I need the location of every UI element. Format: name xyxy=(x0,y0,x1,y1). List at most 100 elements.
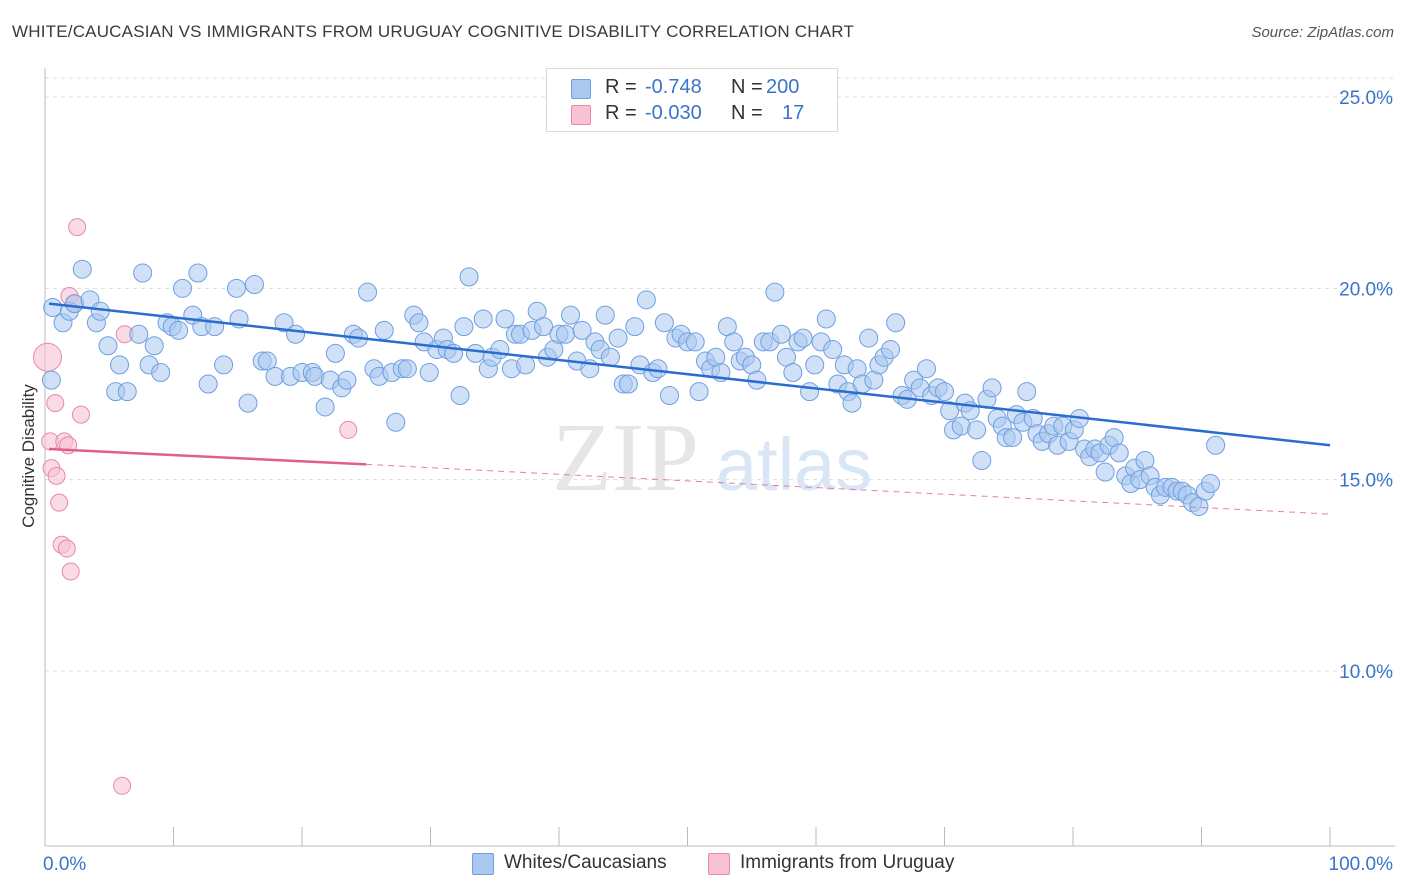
whites-point xyxy=(1200,473,1220,493)
whites-point xyxy=(600,347,620,367)
immigrants-uruguay-points xyxy=(33,218,358,795)
whites-point xyxy=(842,393,862,413)
whites-point xyxy=(685,332,705,352)
y-tick-label: 15.0% xyxy=(1339,471,1393,492)
chart-title: WHITE/CAUCASIAN VS IMMIGRANTS FROM URUGU… xyxy=(12,22,855,41)
whites-point xyxy=(337,370,357,390)
legend-swatch-pink xyxy=(708,853,730,875)
uruguay-point xyxy=(50,493,69,512)
whites-point xyxy=(465,343,485,363)
whites-point xyxy=(967,420,987,440)
whites-point xyxy=(151,363,171,383)
whites-point xyxy=(805,355,825,375)
whites-point xyxy=(325,343,345,363)
whites-point xyxy=(397,359,417,379)
legend-r-label: R = xyxy=(605,76,637,98)
whites-point xyxy=(110,355,130,375)
whites-point xyxy=(1109,443,1129,463)
whites-point xyxy=(1095,462,1115,482)
uruguay-point xyxy=(71,405,90,424)
uruguay-point xyxy=(113,776,132,795)
y-tick-label: 20.0% xyxy=(1339,279,1393,300)
whites-point xyxy=(660,385,680,405)
whites-point xyxy=(244,275,264,295)
uruguay-point xyxy=(68,218,87,237)
x-tick-label-min: 0.0% xyxy=(43,854,86,875)
legend-label-uruguay: Immigrants from Uruguay xyxy=(740,852,955,873)
whites-point xyxy=(226,278,246,298)
whites-point xyxy=(765,282,785,302)
uruguay-trend-extension xyxy=(366,463,1331,515)
whites-point xyxy=(636,290,656,310)
whites-point xyxy=(648,359,668,379)
whites-point xyxy=(133,263,153,283)
whites-point xyxy=(495,309,515,329)
whites-point xyxy=(172,278,192,298)
whites-point xyxy=(1206,435,1226,455)
uruguay-point xyxy=(47,466,66,485)
whites-point xyxy=(618,374,638,394)
whites-point xyxy=(129,324,149,344)
uruguay-point xyxy=(46,394,65,413)
uruguay-point xyxy=(339,420,358,439)
whites-point xyxy=(274,313,294,333)
whites-point xyxy=(625,317,645,337)
legend-n-label: N = xyxy=(731,76,763,98)
uruguay-point xyxy=(33,342,63,372)
whites-caucasians-points xyxy=(41,259,1226,516)
whites-point xyxy=(43,297,63,317)
whites-point xyxy=(117,382,137,402)
y-axis-label: Cognitive Disability xyxy=(19,384,38,528)
whites-point xyxy=(1003,428,1023,448)
whites-trend-line xyxy=(48,302,1331,447)
legend-r-value: -0.030 xyxy=(645,102,702,124)
legend-swatch-pink xyxy=(571,105,591,125)
whites-point xyxy=(374,320,394,340)
y-tick-label: 25.0% xyxy=(1339,88,1393,109)
whites-point xyxy=(572,320,592,340)
whites-point xyxy=(72,259,92,279)
legend-swatch-blue xyxy=(472,853,494,875)
whites-point xyxy=(214,355,234,375)
whites-point xyxy=(940,401,960,421)
whites-point xyxy=(358,282,378,302)
whites-point xyxy=(1017,382,1037,402)
whites-point xyxy=(419,363,439,383)
whites-point xyxy=(144,336,164,356)
whites-point xyxy=(654,313,674,333)
whites-point xyxy=(886,313,906,333)
whites-point xyxy=(315,397,335,417)
source-label: Source: ZipAtlas.com xyxy=(1251,24,1394,41)
tick-labels: 10.0% 15.0% 20.0% 25.0% 0.0% 100.0% xyxy=(43,88,1393,875)
legend-r-label: R = xyxy=(605,102,637,124)
whites-point xyxy=(555,324,575,344)
whites-point xyxy=(935,382,954,402)
whites-point xyxy=(595,305,615,325)
uruguay-point xyxy=(57,539,76,558)
whites-point xyxy=(450,385,470,405)
whites-point xyxy=(454,317,474,337)
legend-swatch-blue xyxy=(571,79,591,99)
whites-point xyxy=(982,378,1002,398)
whites-point xyxy=(881,340,901,360)
whites-point xyxy=(409,313,429,333)
legend-n-value: 17 xyxy=(782,102,805,124)
whites-point xyxy=(917,359,937,379)
uruguay-trend-line xyxy=(48,447,367,466)
uruguay-point xyxy=(61,562,80,581)
whites-point xyxy=(41,370,61,390)
watermark-zip: ZIP xyxy=(552,404,699,512)
legend-n-label: N = xyxy=(731,102,763,124)
whites-point xyxy=(859,328,879,348)
whites-point xyxy=(286,324,306,344)
whites-point xyxy=(516,355,536,375)
whites-point xyxy=(386,412,406,432)
y-tick-label: 10.0% xyxy=(1339,662,1393,683)
whites-point xyxy=(257,351,277,371)
x-tick-label-max: 100.0% xyxy=(1329,854,1394,875)
whites-point xyxy=(689,382,709,402)
whites-point xyxy=(561,305,581,325)
watermark-atlas: atlas xyxy=(716,423,872,506)
trend-lines xyxy=(48,302,1331,515)
